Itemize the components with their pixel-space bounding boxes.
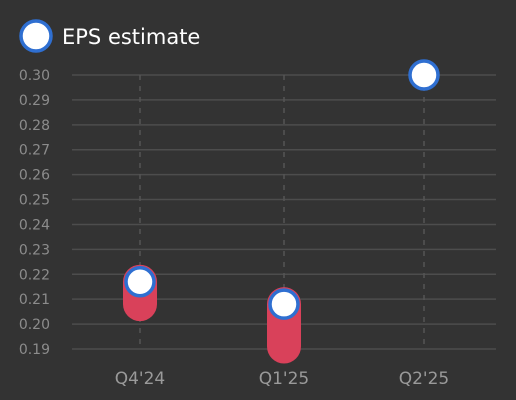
y-tick-label: 0.27 xyxy=(19,143,50,159)
y-tick-label: 0.25 xyxy=(19,193,50,209)
legend: EPS estimate xyxy=(19,19,200,53)
eps-points xyxy=(124,59,440,320)
x-tick-label: Q2'25 xyxy=(399,369,450,389)
y-tick-label: 0.24 xyxy=(19,217,50,233)
y-tick-label: 0.21 xyxy=(19,292,50,308)
eps-estimate-point xyxy=(408,59,440,91)
x-axis: Q4'24 Q1'25 Q2'25 xyxy=(115,369,450,389)
y-tick-label: 0.30 xyxy=(19,68,50,84)
grid xyxy=(72,74,496,350)
eps-estimate-point xyxy=(268,288,300,320)
y-tick-label: 0.19 xyxy=(19,342,50,358)
legend-label: EPS estimate xyxy=(62,25,200,49)
y-tick-label: 0.26 xyxy=(19,168,50,184)
y-tick-label: 0.28 xyxy=(19,118,50,134)
circle-marker-icon xyxy=(19,19,53,53)
y-tick-label: 0.20 xyxy=(19,317,50,333)
y-tick-label: 0.23 xyxy=(19,242,50,258)
x-tick-label: Q4'24 xyxy=(115,369,166,389)
y-tick-label: 0.22 xyxy=(19,267,50,283)
y-tick-label: 0.29 xyxy=(19,93,50,109)
eps-estimate-point xyxy=(124,265,156,298)
y-axis: 0.30 0.29 0.28 0.27 0.26 0.25 0.24 0.23 0.22 0.21… xyxy=(19,68,50,358)
x-tick-label: Q1'25 xyxy=(259,369,310,389)
